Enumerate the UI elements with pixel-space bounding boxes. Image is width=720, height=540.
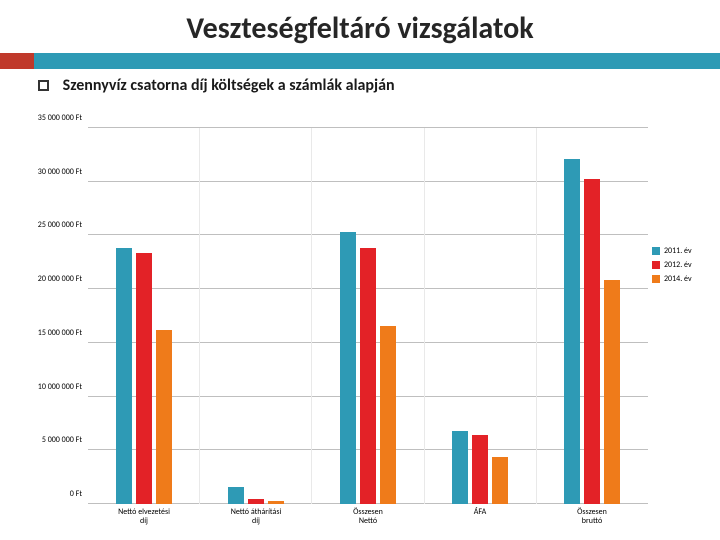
legend-swatch xyxy=(652,247,660,255)
subtitle-text: Szennyvíz csatorna díj költségek a száml… xyxy=(63,76,395,95)
y-tick-label: 30 000 000 Ft xyxy=(38,167,82,177)
legend-label: 2011. év xyxy=(664,246,692,256)
bar xyxy=(584,179,600,504)
bullet-icon xyxy=(38,80,49,91)
chart: 0 Ft 5 000 000 Ft 10 000 000 Ft 15 000 000 … xyxy=(18,128,710,532)
x-tick-label: Nettó elvezetésidíj xyxy=(88,506,200,532)
x-axis: Nettó elvezetésidíjNettó áthárításidíjÖs… xyxy=(88,506,648,532)
bar-group xyxy=(88,128,200,504)
bar xyxy=(492,457,508,504)
y-tick-label: 10 000 000 Ft xyxy=(38,382,82,392)
subtitle-row: Szennyvíz csatorna díj költségek a száml… xyxy=(0,69,720,99)
bar xyxy=(156,330,172,504)
bar xyxy=(604,280,620,504)
legend-label: 2012. év xyxy=(664,260,692,270)
bar xyxy=(380,326,396,504)
legend-label: 2014. év xyxy=(664,274,692,284)
bar xyxy=(472,435,488,504)
x-tick-label: Nettó áthárításidíj xyxy=(200,506,312,532)
y-tick-label: 15 000 000 Ft xyxy=(38,328,82,338)
legend: 2011. év 2012. év 2014. év xyxy=(652,246,710,288)
legend-item: 2011. év xyxy=(652,246,710,256)
bar xyxy=(340,232,356,504)
bar xyxy=(564,159,580,504)
y-axis: 0 Ft 5 000 000 Ft 10 000 000 Ft 15 000 000 … xyxy=(18,128,86,504)
x-tick-label: ÁFA xyxy=(424,506,536,532)
bar xyxy=(116,248,132,504)
bar xyxy=(228,487,244,504)
y-tick-label: 20 000 000 Ft xyxy=(38,274,82,284)
legend-item: 2014. év xyxy=(652,274,710,284)
plot-area xyxy=(88,128,648,504)
bar-groups xyxy=(88,128,648,504)
legend-swatch xyxy=(652,261,660,269)
y-tick-label: 25 000 000 Ft xyxy=(38,220,82,230)
y-tick-label: 5 000 000 Ft xyxy=(42,435,82,445)
bar xyxy=(268,501,284,504)
bar xyxy=(248,499,264,504)
y-tick-label: 0 Ft xyxy=(70,489,82,499)
legend-item: 2012. év xyxy=(652,260,710,270)
bar-group xyxy=(200,128,312,504)
bar-group xyxy=(425,128,537,504)
accent-band xyxy=(0,53,720,69)
bar-group xyxy=(312,128,424,504)
bar-group xyxy=(537,128,648,504)
x-tick-label: ÖsszesenNettó xyxy=(312,506,424,532)
bar xyxy=(452,431,468,504)
page-title: Veszteségfeltáró vizsgálatok xyxy=(0,0,720,47)
bar xyxy=(136,253,152,504)
bar xyxy=(360,248,376,504)
legend-swatch xyxy=(652,275,660,283)
y-tick-label: 35 000 000 Ft xyxy=(38,113,82,123)
x-tick-label: Összesenbruttó xyxy=(536,506,648,532)
